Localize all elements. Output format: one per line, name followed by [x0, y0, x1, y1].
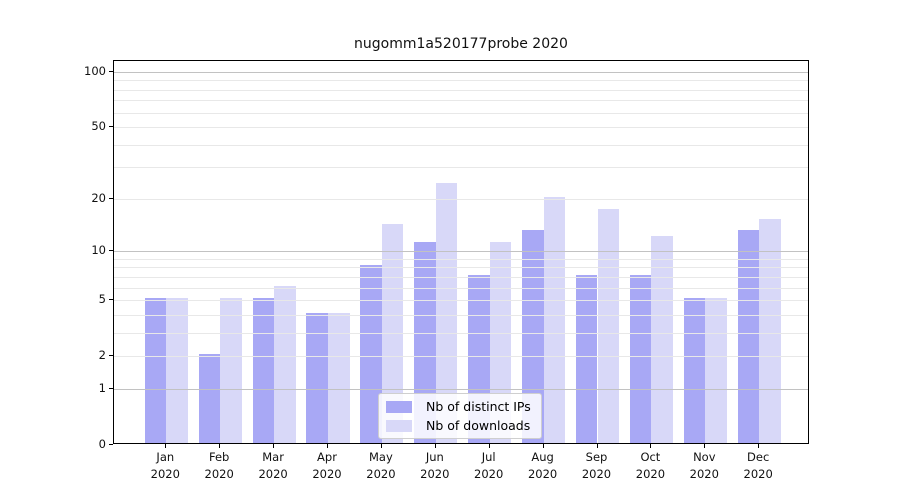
y-tick-label: 100: [84, 63, 106, 78]
y-tick-mark: [109, 355, 113, 357]
y-tick-mark: [109, 70, 113, 72]
plot-area: [113, 60, 809, 444]
gridline-minor: [114, 144, 808, 146]
gridline-minor: [114, 276, 808, 278]
x-tick-label: Oct 2020: [635, 450, 666, 481]
x-tick-label: Aug 2020: [527, 450, 558, 481]
y-tick-mark: [109, 250, 113, 251]
x-tick-mark: [704, 444, 706, 448]
legend-label-distinct-ips: Nb of distinct IPs: [426, 399, 531, 414]
bar-downloads: [328, 312, 350, 443]
gridline-minor: [114, 300, 808, 302]
gridline-major: [114, 251, 808, 252]
y-tick-mark: [109, 444, 113, 445]
bar-distinct-ips: [306, 312, 328, 443]
legend-patch-downloads: [386, 419, 412, 432]
bar-downloads: [597, 209, 620, 443]
y-tick-label: 5: [98, 292, 106, 307]
bar-downloads: [220, 298, 242, 443]
x-tick-mark: [596, 444, 598, 448]
x-tick-label: Dec 2020: [743, 450, 773, 481]
x-tick-label: Sep 2020: [581, 450, 612, 481]
bar-downloads: [489, 242, 512, 443]
x-tick-mark: [273, 444, 275, 448]
y-tick-mark: [109, 387, 113, 389]
gridline-minor: [114, 112, 808, 114]
bar-distinct-ips: [198, 354, 221, 443]
bar-distinct-ips: [144, 298, 167, 443]
x-tick-mark: [434, 444, 436, 448]
y-tick-label: 20: [91, 190, 106, 205]
x-tick-label: May 2020: [366, 450, 396, 481]
bar-downloads: [435, 182, 458, 443]
gridline-minor: [114, 356, 808, 358]
gridline-minor: [114, 332, 808, 334]
x-tick-label: Jun 2020: [420, 450, 450, 481]
legend: Nb of distinct IPs Nb of downloads: [378, 393, 542, 439]
bar-distinct-ips: [575, 274, 598, 443]
y-tick-label: 1: [98, 380, 106, 395]
legend-row-downloads: Nb of downloads: [386, 418, 531, 433]
bar-distinct-ips: [252, 298, 275, 443]
y-tick-mark: [109, 126, 113, 127]
gridline-minor: [114, 267, 808, 269]
x-tick-mark: [165, 444, 167, 448]
gridline-minor: [114, 258, 808, 260]
x-tick-mark: [488, 444, 490, 448]
bar-distinct-ips: [629, 274, 652, 443]
x-tick-mark: [758, 444, 760, 448]
x-tick-label: Jul 2020: [474, 450, 504, 481]
y-tick-mark: [109, 197, 113, 199]
x-tick-mark: [542, 444, 544, 448]
gridline-minor: [114, 287, 808, 289]
chart-title: nugomm1a520177probe 2020: [354, 36, 568, 52]
x-tick-label: Mar 2020: [258, 450, 288, 481]
x-tick-label: Apr 2020: [312, 450, 342, 481]
y-tick-mark: [109, 299, 113, 301]
gridline-minor: [114, 89, 808, 91]
bar-distinct-ips: [683, 298, 706, 443]
gridline-minor: [114, 198, 808, 200]
x-tick-mark: [327, 444, 328, 448]
y-tick-label: 2: [98, 348, 106, 363]
y-tick-label: 50: [91, 119, 106, 133]
legend-label-downloads: Nb of downloads: [426, 418, 531, 433]
x-tick-mark: [219, 444, 221, 448]
bar-downloads: [651, 235, 673, 443]
gridline-minor: [114, 127, 808, 128]
legend-patch-distinct-ips: [386, 400, 412, 413]
x-tick-mark: [650, 444, 652, 448]
bar-downloads: [705, 298, 727, 443]
gridline-major: [114, 71, 808, 73]
bar-downloads: [759, 218, 781, 443]
y-tick-label: 0: [98, 437, 106, 451]
bar-distinct-ips: [414, 242, 436, 443]
bar-distinct-ips: [737, 229, 760, 443]
gridline-minor: [114, 167, 808, 169]
bar-downloads: [166, 298, 188, 443]
legend-row-distinct-ips: Nb of distinct IPs: [386, 399, 531, 414]
bar-distinct-ips: [360, 265, 382, 443]
x-tick-mark: [380, 444, 382, 448]
y-tick-label: 10: [91, 243, 106, 257]
x-tick-label: Nov 2020: [689, 450, 719, 481]
gridline-minor: [114, 80, 808, 82]
bar-downloads: [543, 196, 566, 443]
x-tick-label: Feb 2020: [204, 450, 234, 481]
gridline-major: [114, 388, 808, 390]
gridline-minor: [114, 314, 808, 316]
bar-downloads: [274, 285, 296, 443]
x-tick-label: Jan 2020: [150, 450, 180, 481]
gridline-minor: [114, 100, 808, 102]
